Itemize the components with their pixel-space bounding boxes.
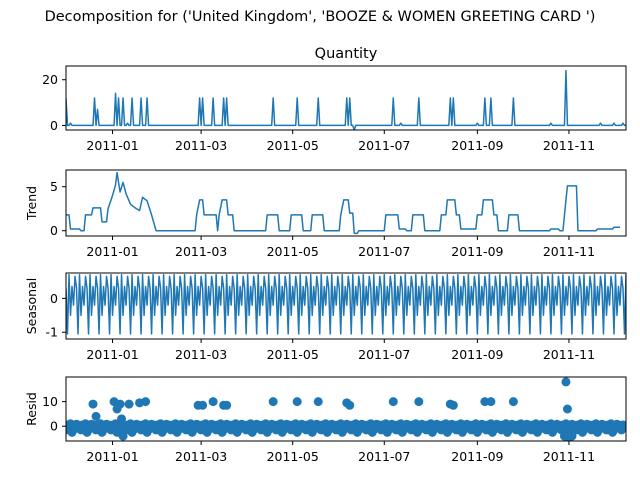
resid-outlier-point (124, 399, 134, 409)
axes-frame (65, 272, 627, 340)
resid-outlier-point (561, 377, 571, 387)
y-axis-label: Trend (24, 186, 39, 221)
resid-outlier-point (198, 400, 208, 410)
x-tick-label: 2011-05 (267, 449, 319, 464)
x-tick-label: 2011-09 (451, 449, 503, 464)
trend-line (66, 171, 620, 235)
resid-outlier-point (562, 404, 572, 414)
plot-area (66, 273, 626, 335)
plot-area (66, 377, 626, 441)
y-tick-label: 0 (50, 118, 58, 133)
resid-outlier-point (388, 397, 398, 407)
axes-frame (65, 169, 627, 237)
x-tick-label: 2011-01 (86, 138, 138, 153)
resid-outlier-point (508, 397, 518, 407)
x-tick-label: 2011-07 (358, 449, 410, 464)
resid-outlier-point (313, 397, 323, 407)
x-tick-label: 2011-11 (543, 138, 595, 153)
panel-2: Trend 0 5 2011-01 2011-03 2011-05 2011-07 2011-… (24, 169, 627, 259)
resid-outlier-point (567, 431, 577, 441)
x-tick-label: 2011-01 (86, 347, 138, 362)
resid-outlier-point (486, 397, 496, 407)
x-tick-label: 2011-01 (86, 244, 138, 259)
axes-frame (65, 65, 627, 131)
y-tick-label: 20 (42, 72, 58, 87)
x-tick-label: 2011-05 (267, 347, 319, 362)
resid-outlier-point (345, 400, 355, 410)
resid-outlier-point (292, 397, 302, 407)
resid-outlier-point (88, 399, 98, 409)
resid-outlier-point (91, 411, 101, 421)
x-tick-label: 2011-03 (175, 138, 227, 153)
y-tick-label: 0 (50, 419, 58, 434)
plot-area (66, 171, 620, 235)
resid-outlier-point (448, 400, 458, 410)
resid-outlier-point (118, 431, 128, 441)
panel-4: Resid 0 10 2011-01 2011-03 2011-05 2011-07 2011… (24, 376, 627, 464)
plot-area (66, 69, 626, 130)
series-line (66, 69, 626, 130)
x-tick-label: 2011-07 (358, 138, 410, 153)
panel-1: Quantity 0 20 2011-01 2011-03 2011-05 2011-07 2… (42, 46, 627, 153)
figure-title: Decomposition for ('United Kingdom', 'BO… (45, 9, 596, 25)
x-tick-label: 2011-11 (543, 244, 595, 259)
resid-outlier-point (117, 414, 127, 424)
resid-outlier-point (208, 397, 218, 407)
y-tick-label: 10 (42, 394, 58, 409)
x-tick-label: 2011-03 (175, 449, 227, 464)
x-tick-label: 2011-03 (175, 244, 227, 259)
resid-outlier-point (141, 397, 151, 407)
x-tick-label: 2011-07 (358, 244, 410, 259)
x-tick-label: 2011-09 (451, 244, 503, 259)
resid-outlier-point (268, 397, 278, 407)
x-tick-label: 2011-09 (451, 347, 503, 362)
x-tick-label: 2011-11 (543, 347, 595, 362)
panel-3: Seasonal -1 0 2011-01 2011-03 2011-05 2011-07 2… (24, 272, 627, 362)
x-tick-label: 2011-11 (543, 449, 595, 464)
x-tick-label: 2011-03 (175, 347, 227, 362)
seasonal-line (66, 273, 626, 335)
x-tick-label: 2011-05 (267, 138, 319, 153)
resid-outlier-point (222, 400, 232, 410)
resid-outlier-point (414, 397, 424, 407)
resid-outlier-point (115, 399, 125, 409)
resid-point (620, 422, 626, 432)
y-tick-label: 5 (50, 179, 58, 194)
x-tick-label: 2011-05 (267, 244, 319, 259)
x-tick-label: 2011-01 (86, 449, 138, 464)
y-tick-label: 0 (50, 223, 58, 238)
y-tick-label: -1 (46, 325, 58, 340)
x-tick-label: 2011-07 (358, 347, 410, 362)
y-tick-label: 0 (50, 291, 58, 306)
y-axis-label: Seasonal (24, 278, 39, 335)
panel-title: Quantity (315, 46, 378, 62)
x-tick-label: 2011-09 (451, 138, 503, 153)
y-axis-label: Resid (24, 392, 39, 426)
axes-frame (65, 376, 627, 442)
